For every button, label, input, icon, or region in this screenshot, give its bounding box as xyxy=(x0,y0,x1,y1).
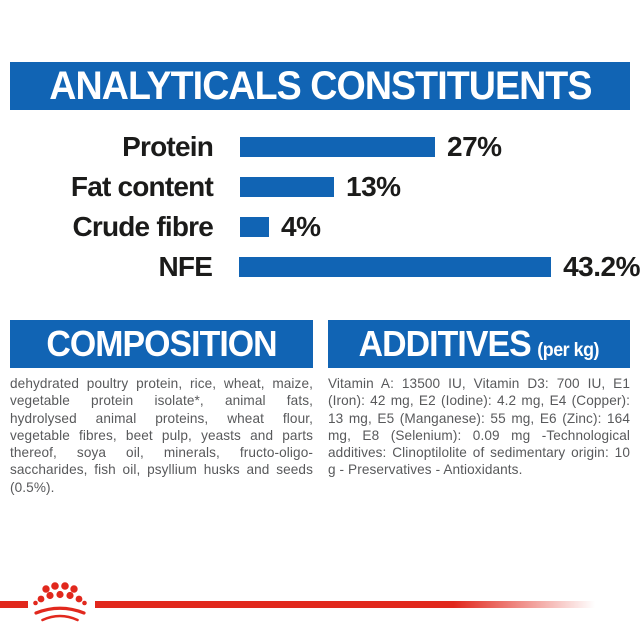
chart-value-protein: 27% xyxy=(447,131,502,162)
chart-bar-nfe xyxy=(239,257,552,277)
analyticals-title: ANALYTICALS CONSTITUENTS xyxy=(48,63,592,108)
chart-label-fat-content: Fat content xyxy=(70,171,214,202)
brand-stripe-left xyxy=(0,601,28,608)
chart-bar-crude-fibre xyxy=(240,217,269,237)
additives-header-band: ADDITIVES (per kg) xyxy=(328,320,630,368)
chart-value-fat-content: 13% xyxy=(346,171,401,202)
analyticals-header-band: ANALYTICALS CONSTITUENTS xyxy=(10,62,630,110)
royal-canin-crown-icon xyxy=(33,582,87,622)
chart-value-nfe: 43.2% xyxy=(563,251,640,282)
chart-label-nfe: NFE xyxy=(158,251,213,282)
chart-row-fat-content: Fat content 13% xyxy=(0,167,640,207)
composition-title: COMPOSITION xyxy=(46,323,277,364)
additives-title-main: ADDITIVES xyxy=(358,323,532,364)
additives-title: ADDITIVES (per kg) xyxy=(358,323,600,365)
chart-row-nfe: NFE 43.2% xyxy=(0,247,640,287)
composition-header-band: COMPOSITION xyxy=(10,320,313,368)
chart-value-crude-fibre: 4% xyxy=(281,211,321,242)
analyticals-bar-chart: Protein 27% Fat content 13% Crude fibre … xyxy=(0,127,640,287)
composition-body-text: dehydrated poultry protein, rice, wheat,… xyxy=(10,376,313,495)
brand-stripe-right xyxy=(95,601,600,608)
additives-body-text: Vitamin A: 13500 IU, Vitamin D3: 700 IU,… xyxy=(328,376,630,478)
chart-row-crude-fibre: Crude fibre 4% xyxy=(0,207,640,247)
chart-bar-fat-content xyxy=(240,177,334,197)
chart-row-protein: Protein 27% xyxy=(0,127,640,167)
chart-bar-protein xyxy=(240,137,435,157)
chart-label-protein: Protein xyxy=(122,131,214,162)
additives-title-suffix: (per kg) xyxy=(537,340,600,361)
chart-label-crude-fibre: Crude fibre xyxy=(72,211,213,242)
